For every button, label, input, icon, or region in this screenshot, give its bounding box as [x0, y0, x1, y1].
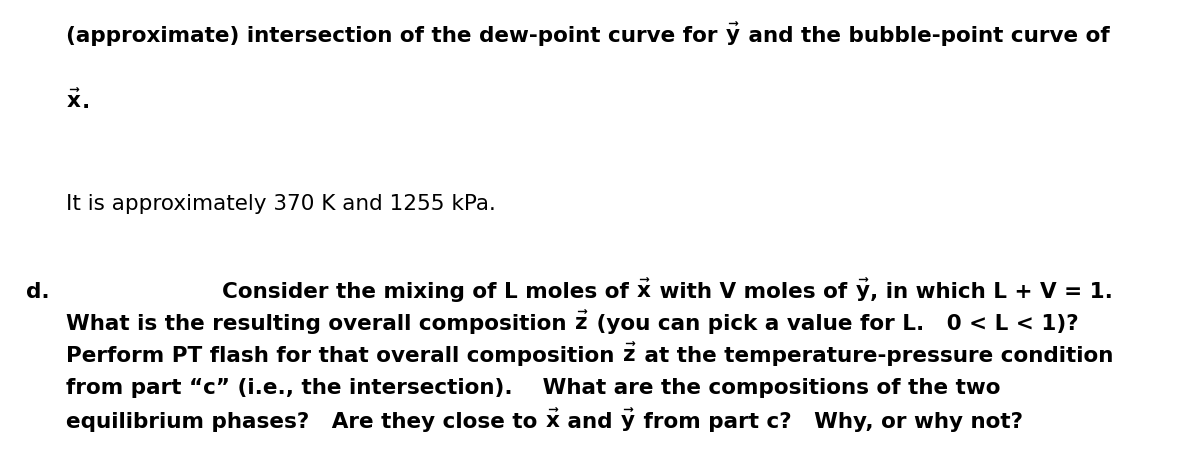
- Text: $\mathbf{\vec{y}}$: $\mathbf{\vec{y}}$: [620, 406, 636, 433]
- Text: , in which L + V = 1.: , in which L + V = 1.: [870, 282, 1114, 301]
- Text: (approximate) intersection of the dew-point curve for: (approximate) intersection of the dew-po…: [66, 26, 725, 46]
- Text: (you can pick a value for L.   0 < L < 1)?: (you can pick a value for L. 0 < L < 1)?: [589, 313, 1079, 333]
- Text: $\mathbf{\vec{x}}$: $\mathbf{\vec{x}}$: [545, 408, 560, 431]
- Text: $\mathbf{\vec{y}}$: $\mathbf{\vec{y}}$: [854, 276, 870, 303]
- Text: Perform PT flash for that overall composition: Perform PT flash for that overall compos…: [66, 345, 622, 365]
- Text: d.: d.: [26, 282, 49, 301]
- Text: $\mathbf{\vec{z}}$: $\mathbf{\vec{z}}$: [622, 342, 636, 365]
- Text: and: and: [560, 411, 620, 431]
- Text: $\mathbf{\vec{y}}$: $\mathbf{\vec{y}}$: [725, 21, 740, 48]
- Text: with V moles of: with V moles of: [652, 282, 854, 301]
- Text: $\mathbf{\vec{x}}$: $\mathbf{\vec{x}}$: [636, 278, 652, 301]
- Text: Consider the mixing of L moles of: Consider the mixing of L moles of: [222, 282, 636, 301]
- Text: .: .: [82, 92, 90, 112]
- Text: at the temperature-pressure condition: at the temperature-pressure condition: [636, 345, 1112, 365]
- Text: $\mathbf{\vec{z}}$: $\mathbf{\vec{z}}$: [574, 310, 589, 333]
- Text: from part “c” (i.e., the intersection).    What are the compositions of the two: from part “c” (i.e., the intersection). …: [66, 377, 1001, 397]
- Text: What is the resulting overall composition: What is the resulting overall compositio…: [66, 313, 574, 333]
- Text: equilibrium phases?   Are they close to: equilibrium phases? Are they close to: [66, 411, 545, 431]
- Text: and the bubble-point curve of: and the bubble-point curve of: [740, 26, 1109, 46]
- Text: from part c?   Why, or why not?: from part c? Why, or why not?: [636, 411, 1024, 431]
- Text: $\mathbf{\vec{x}}$: $\mathbf{\vec{x}}$: [66, 89, 82, 112]
- Text: It is approximately 370 K and 1255 kPa.: It is approximately 370 K and 1255 kPa.: [66, 194, 496, 213]
